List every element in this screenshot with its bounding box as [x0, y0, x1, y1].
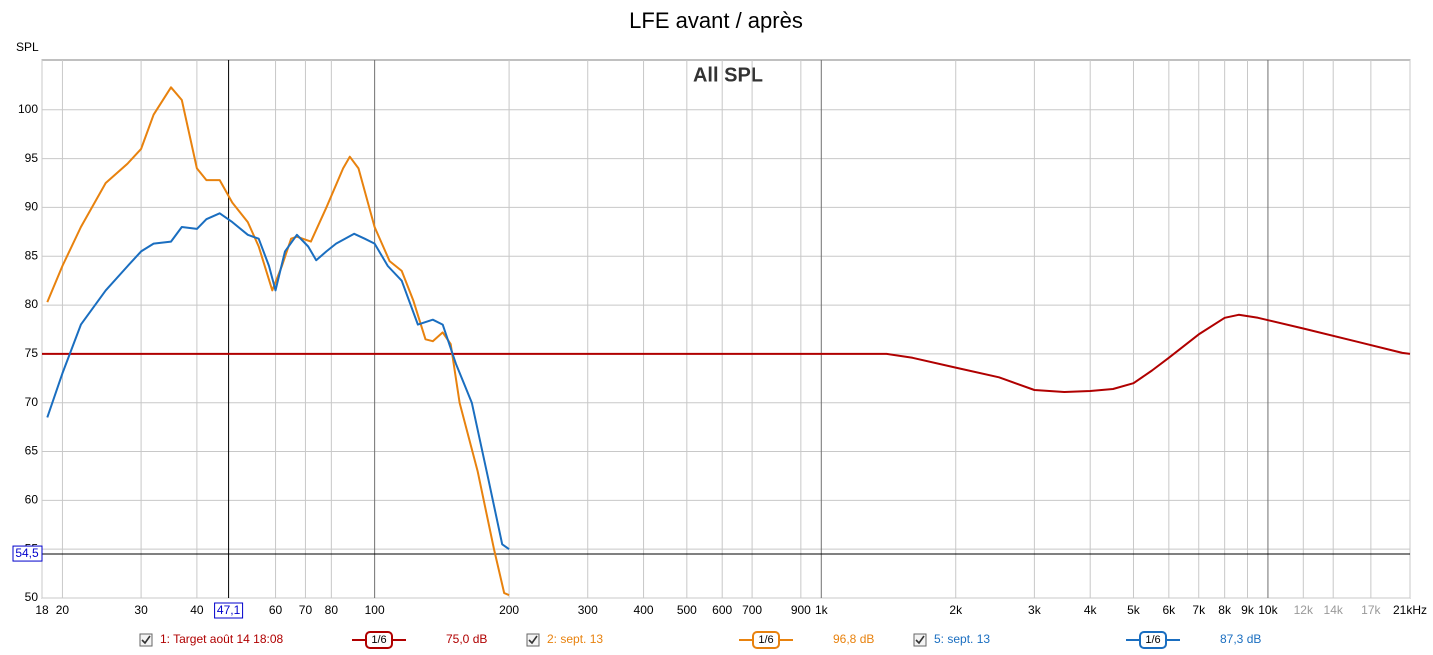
- x-tick-label: 400: [634, 603, 654, 617]
- y-tick-label: 85: [25, 248, 39, 262]
- series-line: [46, 212, 510, 551]
- smoothing-box: [365, 631, 393, 649]
- x-tick-label: 60: [269, 603, 283, 617]
- x-tick-label: 700: [742, 603, 762, 617]
- x-tick-label: 20: [56, 603, 70, 617]
- smoothing-box: [1139, 631, 1167, 649]
- legend-checkbox[interactable]: [913, 633, 927, 647]
- cursor-label: 47,1: [217, 603, 241, 617]
- x-tick-label: 3k: [1028, 603, 1042, 617]
- cursor-box: [214, 602, 244, 619]
- x-tick-label: 200: [499, 603, 519, 617]
- chart-title: LFE avant / après: [629, 8, 803, 33]
- smoothing-box: [752, 631, 780, 649]
- checkmark: [141, 635, 151, 645]
- y-tick-label: 80: [25, 297, 39, 311]
- cursor-box: [12, 545, 43, 562]
- x-tick-label: 10k: [1258, 603, 1278, 617]
- y-tick-label: 70: [25, 395, 39, 409]
- x-tick-label: 4k: [1084, 603, 1098, 617]
- x-tick-label: 5k: [1127, 603, 1141, 617]
- x-tick-label: 17k: [1361, 603, 1381, 617]
- y-tick-label: 65: [25, 444, 39, 458]
- y-tick-label: 100: [18, 102, 38, 116]
- series-line: [42, 313, 1411, 393]
- x-tick-label: 18: [35, 603, 49, 617]
- x-tick-label: 12k: [1294, 603, 1314, 617]
- x-tick-label: 500: [677, 603, 697, 617]
- chart-subtitle: All SPL: [693, 64, 763, 86]
- x-tick-label: 14k: [1324, 603, 1344, 617]
- x-tick-label: 2k: [949, 603, 963, 617]
- y-tick-label: 75: [25, 346, 39, 360]
- legend-value: 96,8 dB: [833, 632, 874, 646]
- x-tick-label: 80: [325, 603, 339, 617]
- series-line: [46, 86, 510, 597]
- y-tick-label: 60: [25, 493, 39, 507]
- legend-label: 1: Target août 14 18:08: [160, 632, 284, 646]
- x-tick-label: 9k: [1241, 603, 1255, 617]
- checkmark: [915, 635, 925, 645]
- y-tick-label: 95: [25, 151, 39, 165]
- x-tick-label: 900: [791, 603, 811, 617]
- x-tick-label: 70: [299, 603, 313, 617]
- x-tick-label: 21kHz: [1393, 603, 1427, 617]
- x-tick-label: 100: [365, 603, 385, 617]
- x-tick-label: 6k: [1163, 603, 1177, 617]
- y-axis-label: SPL: [16, 40, 39, 54]
- x-tick-label: 30: [134, 603, 148, 617]
- x-tick-label: 300: [578, 603, 598, 617]
- x-tick-label: 7k: [1192, 603, 1206, 617]
- x-tick-label: 600: [712, 603, 732, 617]
- legend-label: 2: sept. 13: [547, 632, 603, 646]
- legend-label: 5: sept. 13: [934, 632, 990, 646]
- y-tick-label: 50: [25, 590, 39, 604]
- legend-checkbox[interactable]: [139, 633, 153, 647]
- plot-area: [41, 59, 1411, 599]
- legend-value: 87,3 dB: [1220, 632, 1261, 646]
- y-tick-label: 90: [25, 200, 39, 214]
- x-tick-label: 1k: [815, 603, 829, 617]
- checkmark: [528, 635, 538, 645]
- legend-value: 75,0 dB: [446, 632, 487, 646]
- smoothing-label: 1/6: [1145, 634, 1160, 646]
- smoothing-label: 1/6: [758, 634, 773, 646]
- grid: [41, 60, 1411, 599]
- legend-checkbox[interactable]: [526, 633, 540, 647]
- x-tick-label: 40: [190, 603, 204, 617]
- smoothing-label: 1/6: [371, 634, 386, 646]
- x-tick-label: 8k: [1218, 603, 1232, 617]
- cursor-label: 54,5: [15, 546, 39, 560]
